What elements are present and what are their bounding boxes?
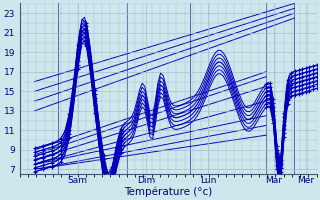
X-axis label: Température (°c): Température (°c): [124, 186, 212, 197]
